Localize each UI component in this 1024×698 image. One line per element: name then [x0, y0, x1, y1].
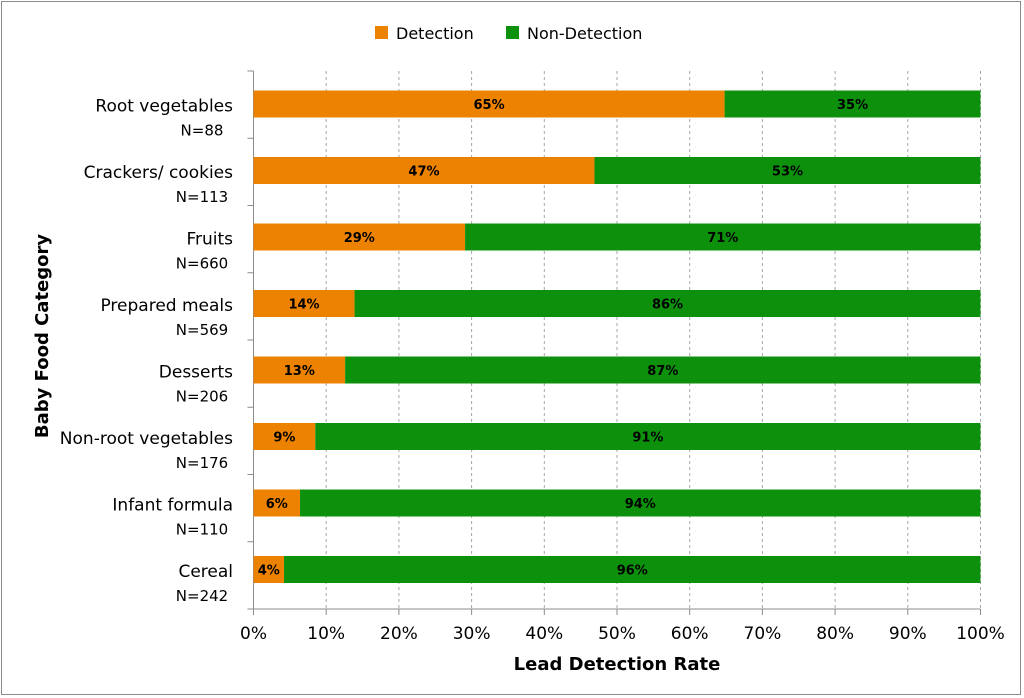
data-label-detection: 13% — [284, 364, 315, 379]
sample-size-label: N=88 — [181, 122, 224, 140]
bar-non-detection — [354, 290, 981, 317]
sample-size-label: N=206 — [176, 388, 228, 406]
category-label: Crackers/ cookies — [84, 163, 233, 183]
gridlines — [325, 71, 981, 609]
bar-detection — [253, 290, 355, 317]
x-tick-label: 0% — [240, 624, 267, 644]
bar-non-detection — [345, 356, 981, 384]
bar-detection — [253, 223, 466, 251]
x-tick-label: 70% — [744, 624, 782, 644]
legend-label-detection: Detection — [396, 24, 474, 43]
bars: 65% 35% 47% 53% 29% 71% 14% 86% 13% 87% 9% 91% 6% 94%… — [253, 90, 981, 583]
bar-detection — [253, 423, 316, 450]
x-tick-label: 80% — [816, 624, 854, 644]
x-tick-label: 50% — [598, 624, 636, 644]
data-label-detection: 6% — [266, 497, 288, 512]
data-label-detection: 4% — [258, 564, 280, 579]
data-label-non-detection: 87% — [647, 364, 678, 379]
x-tick-label: 90% — [889, 624, 927, 644]
y-axis-title: Baby Food Category — [32, 234, 53, 438]
bar-detection — [253, 157, 595, 184]
data-label-detection: 47% — [408, 165, 439, 180]
bar-detection — [253, 489, 301, 517]
legend-label-non-detection: Non-Detection — [527, 24, 642, 43]
bar-non-detection — [300, 489, 981, 517]
sample-size-label: N=113 — [176, 188, 228, 206]
bar-non-detection — [465, 223, 981, 251]
x-tick-labels: 0% 10% 20% 30% 40% 50% 60% 70% 80% 90% 100% — [240, 624, 1005, 644]
x-axis-title: Lead Detection Rate — [514, 654, 721, 675]
data-label-non-detection: 96% — [617, 564, 648, 579]
category-label: Non-root vegetables — [60, 429, 233, 449]
x-tick-label: 20% — [380, 624, 418, 644]
category-label: Fruits — [186, 230, 233, 250]
category-label: Infant formula — [112, 496, 233, 516]
sample-size-label: N=660 — [176, 255, 228, 273]
data-label-detection: 14% — [288, 298, 319, 313]
data-label-non-detection: 53% — [772, 165, 803, 180]
bar-detection — [253, 356, 346, 384]
data-label-detection: 9% — [273, 431, 295, 446]
category-label: Cereal — [178, 562, 233, 582]
category-labels: Root vegetables N=88 Crackers/ cookies N=11… — [60, 97, 233, 606]
category-label: Root vegetables — [95, 97, 233, 117]
x-tick-label: 10% — [307, 624, 345, 644]
sample-size-label: N=176 — [176, 454, 228, 472]
bar-non-detection — [594, 157, 981, 184]
data-label-detection: 29% — [344, 231, 375, 246]
category-label: Prepared meals — [100, 296, 233, 316]
sample-size-label: N=569 — [176, 321, 228, 339]
category-label: Desserts — [159, 363, 233, 383]
x-tick-label: 60% — [671, 624, 709, 644]
sample-size-label: N=110 — [176, 521, 228, 539]
x-tick-label: 30% — [453, 624, 491, 644]
x-tick-label: 100% — [956, 624, 1005, 644]
x-tick-label: 40% — [525, 624, 563, 644]
bar-non-detection — [724, 90, 981, 118]
axes — [247, 70, 981, 615]
legend: Detection Non-Detection — [375, 24, 642, 43]
bar-detection — [253, 90, 725, 118]
data-label-non-detection: 71% — [707, 231, 738, 246]
bar-non-detection — [315, 423, 981, 450]
data-label-non-detection: 86% — [652, 298, 683, 313]
data-label-non-detection: 94% — [625, 497, 656, 512]
data-label-non-detection: 35% — [837, 98, 868, 113]
bar-detection — [253, 556, 285, 583]
data-label-non-detection: 91% — [632, 431, 663, 446]
legend-swatch-non-detection — [506, 26, 519, 39]
bar-non-detection — [284, 556, 981, 583]
data-label-detection: 65% — [473, 98, 504, 113]
sample-size-label: N=242 — [176, 587, 228, 605]
legend-swatch-detection — [375, 26, 388, 39]
